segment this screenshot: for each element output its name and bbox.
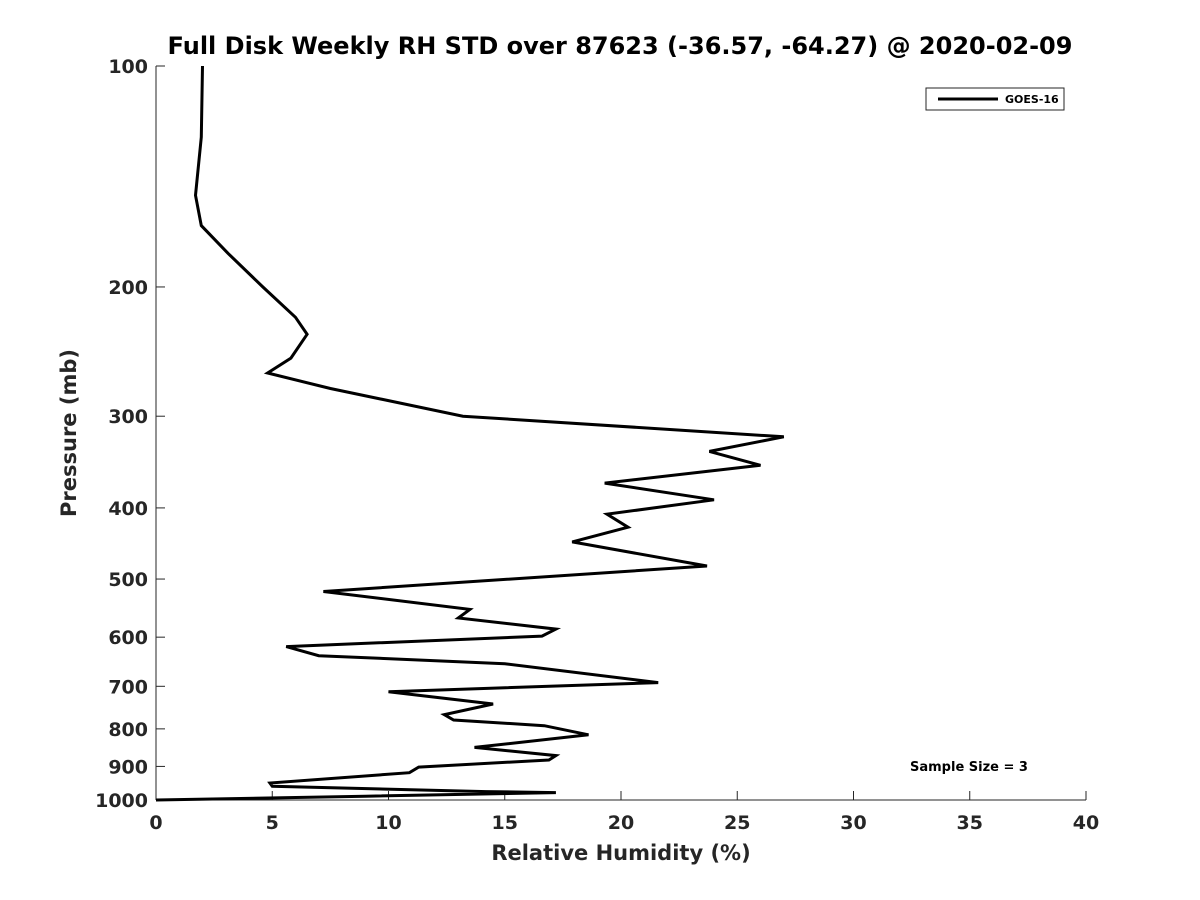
x-tick-label: 10 (375, 812, 401, 834)
x-tick-label: 30 (840, 812, 866, 834)
y-tick-label: 400 (108, 498, 148, 520)
x-axis-label: Relative Humidity (%) (491, 841, 750, 865)
sample-size-annotation: Sample Size = 3 (910, 760, 1028, 775)
y-axis-label: Pressure (mb) (57, 349, 81, 517)
x-tick-label: 0 (149, 812, 162, 834)
x-tick-label: 15 (492, 812, 518, 834)
y-tick-label: 700 (108, 676, 148, 698)
x-tick-label: 40 (1073, 812, 1099, 834)
y-ticks: 100 200 300 400 500 600 700 800 900 1000 (95, 56, 165, 812)
y-tick-label: 300 (108, 406, 148, 428)
plot-axes (155, 66, 1086, 801)
y-tick-label: 100 (108, 56, 148, 78)
x-tick-label: 35 (957, 812, 983, 834)
y-tick-label: 500 (108, 569, 148, 591)
y-tick-label: 200 (108, 277, 148, 299)
y-tick-label: 600 (108, 627, 148, 649)
legend-label-goes-16: GOES-16 (1005, 93, 1059, 106)
y-tick-label: 800 (108, 719, 148, 741)
legend: GOES-16 (925, 87, 1065, 111)
y-tick-label: 1000 (95, 790, 148, 812)
x-tick-label: 25 (724, 812, 750, 834)
x-tick-label: 5 (266, 812, 279, 834)
chart-title: Full Disk Weekly RH STD over 87623 (-36.… (168, 32, 1073, 60)
y-tick-label: 900 (108, 756, 148, 778)
x-tick-label: 20 (608, 812, 634, 834)
series-line-goes-16 (155, 65, 785, 802)
x-ticks: 0 5 10 15 20 25 30 35 40 (149, 791, 1099, 834)
